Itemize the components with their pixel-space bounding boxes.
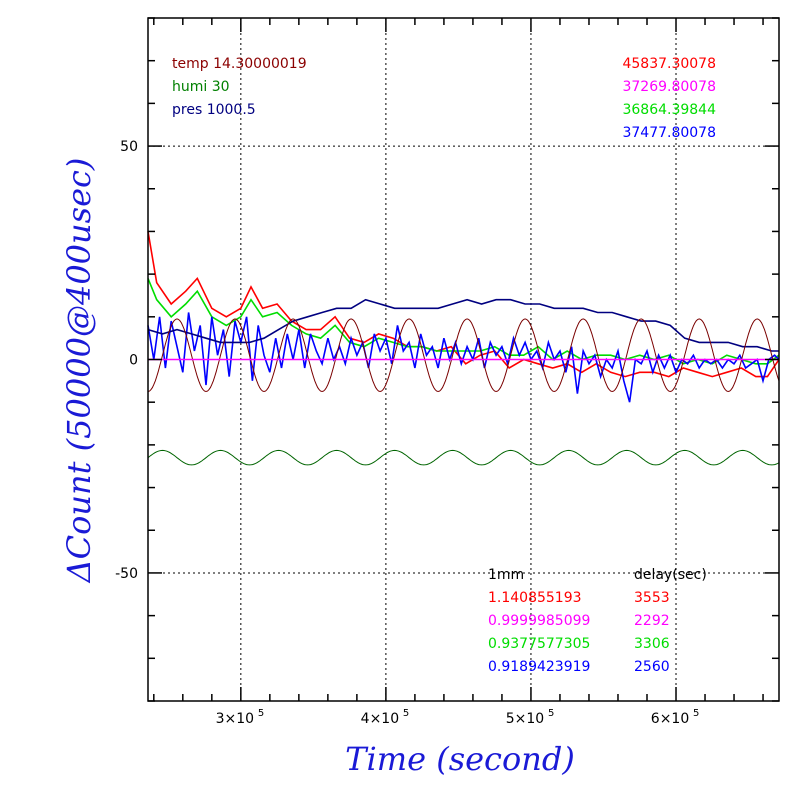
x-axis-title: Time (second) — [345, 740, 575, 778]
table-value-delay-3: 2560 — [634, 659, 670, 675]
series-line-5 — [147, 449, 780, 466]
x-tick-label-0: 3×10 — [216, 711, 254, 727]
x-tick-label-exp-2: 5 — [548, 708, 554, 719]
series-layer — [147, 231, 780, 466]
x-tick-label-1: 4×10 — [361, 711, 399, 727]
table-value-delay-1: 2292 — [634, 613, 670, 629]
series-value-0: 45837.30078 — [622, 56, 716, 72]
table-value-1mm-3: 0.9189423919 — [488, 659, 590, 675]
x-tick-label-exp-3: 5 — [693, 708, 699, 719]
y-tick-label-0: -50 — [115, 566, 138, 582]
x-tick-label-2: 5×10 — [506, 711, 544, 727]
x-tick-label-exp-0: 5 — [258, 708, 264, 719]
axis-ticks: 3×10 5 4×10 5 5×10 5 6×10 5 -50 0 50 — [115, 17, 779, 727]
table-value-1mm-2: 0.9377577305 — [488, 636, 590, 652]
y-axis-title: ΔCount (50000@400usec) — [60, 158, 98, 585]
y-tick-label-2: 50 — [120, 139, 138, 155]
table-value-1mm-0: 1.140855193 — [488, 590, 582, 606]
table-header-delay: delay(sec) — [634, 567, 707, 583]
y-tick-label-1: 0 — [129, 353, 138, 369]
x-tick-label-3: 6×10 — [651, 711, 689, 727]
annotations: temp 14.30000019 humi 30 pres 1000.5 45837.… — [172, 56, 716, 675]
table-value-delay-0: 3553 — [634, 590, 670, 606]
env-label-1: humi 30 — [172, 79, 230, 95]
series-value-3: 37477.80078 — [622, 125, 716, 141]
table-value-delay-2: 3306 — [634, 636, 670, 652]
series-value-1: 37269.80078 — [622, 79, 716, 95]
env-label-0: temp 14.30000019 — [172, 56, 307, 72]
x-tick-label-exp-1: 5 — [403, 708, 409, 719]
table-header-1mm: 1mm — [488, 567, 524, 583]
table-value-1mm-1: 0.9999985099 — [488, 613, 590, 629]
series-line-4 — [147, 318, 780, 393]
series-line-3 — [147, 298, 779, 352]
env-label-2: pres 1000.5 — [172, 102, 256, 118]
series-value-2: 36864.39844 — [622, 102, 716, 118]
